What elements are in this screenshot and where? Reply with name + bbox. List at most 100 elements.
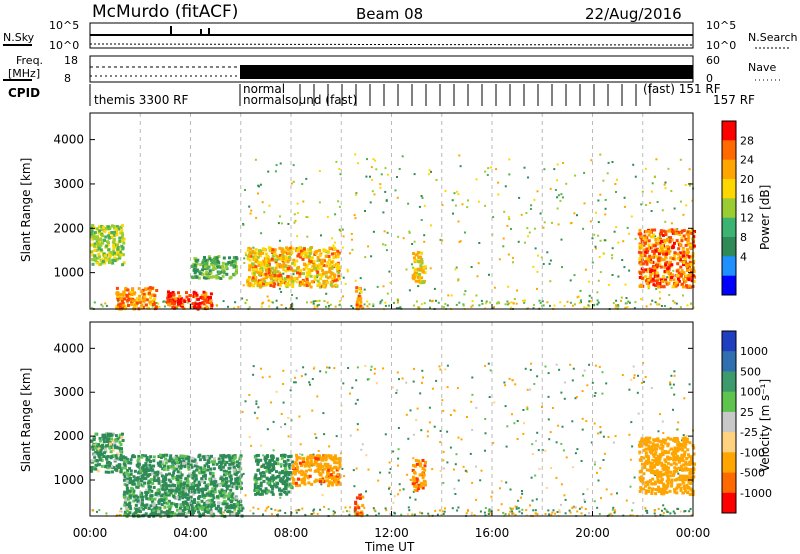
scatter-point	[305, 177, 308, 180]
data-cell	[240, 486, 243, 490]
data-cell	[94, 432, 98, 436]
colorbar-segment	[722, 217, 736, 238]
data-cell	[278, 263, 282, 266]
data-cell	[264, 252, 268, 256]
data-cell	[207, 255, 211, 259]
scatter-point	[349, 252, 351, 255]
data-cell	[219, 454, 223, 458]
scatter-point	[314, 433, 317, 436]
colorbar-tick-label: 28	[740, 134, 754, 147]
scatter-point	[615, 226, 618, 229]
scatter-point	[376, 285, 379, 288]
data-cell	[215, 256, 219, 260]
data-cell	[172, 468, 176, 472]
data-cell	[666, 461, 670, 465]
data-cell	[143, 481, 147, 485]
data-cell	[191, 458, 195, 462]
data-cell	[123, 456, 127, 460]
data-cell	[103, 451, 106, 455]
scatter-point	[512, 302, 515, 305]
scatter-point	[664, 187, 667, 190]
data-cell	[644, 451, 648, 455]
data-cell	[228, 475, 232, 479]
scatter-point	[487, 510, 490, 513]
data-cell	[686, 242, 690, 246]
scatter-point	[456, 190, 459, 193]
data-cell	[327, 250, 331, 254]
data-cell	[300, 473, 304, 477]
scatter-point	[427, 173, 430, 176]
data-cell	[332, 480, 336, 484]
data-cell	[203, 455, 207, 459]
scatter-point	[302, 200, 305, 203]
scatter-point	[310, 513, 313, 515]
data-cell	[147, 458, 151, 462]
data-cell	[675, 274, 679, 278]
scatter-point	[280, 222, 283, 225]
data-cell	[683, 257, 687, 261]
scatter-point	[293, 381, 296, 384]
data-cell	[309, 260, 313, 264]
data-cell	[196, 507, 200, 511]
scatter-point	[455, 303, 458, 306]
scatter-point	[304, 513, 307, 516]
data-cell	[422, 266, 426, 270]
data-cell	[278, 277, 282, 281]
data-cell	[267, 467, 271, 471]
data-cell	[326, 462, 330, 466]
data-cell	[308, 463, 312, 467]
data-cell	[230, 477, 233, 481]
data-cell	[156, 507, 160, 511]
data-cell	[167, 499, 171, 503]
data-cell	[235, 460, 239, 464]
scatter-point	[517, 507, 520, 510]
data-cell	[100, 458, 104, 462]
data-cell	[161, 483, 165, 487]
scatter-point	[679, 260, 682, 263]
data-cell	[105, 258, 109, 262]
data-cell	[149, 302, 152, 306]
data-cell	[230, 494, 234, 498]
data-cell	[232, 468, 236, 472]
scatter-point	[439, 469, 442, 472]
scatter-point	[660, 305, 663, 307]
data-cell	[219, 277, 223, 280]
data-cell	[330, 276, 334, 280]
data-cell	[149, 296, 152, 300]
scatter-point	[588, 294, 591, 297]
data-cell	[222, 270, 226, 274]
data-cell	[182, 461, 186, 465]
data-cell	[115, 446, 119, 450]
data-cell	[235, 482, 239, 486]
data-cell	[317, 465, 321, 469]
scatter-point	[338, 228, 341, 231]
data-cell	[125, 294, 129, 298]
data-cell	[179, 297, 183, 301]
scatter-point	[514, 383, 517, 386]
scatter-point	[428, 406, 431, 409]
data-cell	[187, 455, 190, 459]
data-cell	[99, 262, 103, 266]
data-cell	[160, 455, 164, 458]
scatter-point	[513, 422, 516, 425]
data-cell	[292, 466, 296, 470]
data-cell	[193, 501, 197, 505]
data-cell	[159, 498, 163, 502]
data-cell	[655, 271, 659, 275]
data-cell	[171, 460, 175, 464]
data-cell	[191, 476, 195, 479]
scatter-point	[525, 212, 528, 214]
scatter-point	[484, 514, 487, 517]
scatter-point	[603, 239, 606, 242]
scatter-point	[222, 511, 225, 514]
data-cell	[314, 457, 318, 461]
data-cell	[307, 273, 311, 277]
data-cell	[228, 495, 232, 498]
data-cell	[664, 438, 668, 442]
data-cell	[141, 476, 145, 480]
scatter-point	[598, 256, 601, 258]
data-cell	[681, 248, 685, 252]
data-cell	[221, 465, 225, 469]
cpid-row: CPID themis 3300 RF normal normalsound (…	[8, 82, 755, 107]
scatter-point	[559, 199, 562, 202]
